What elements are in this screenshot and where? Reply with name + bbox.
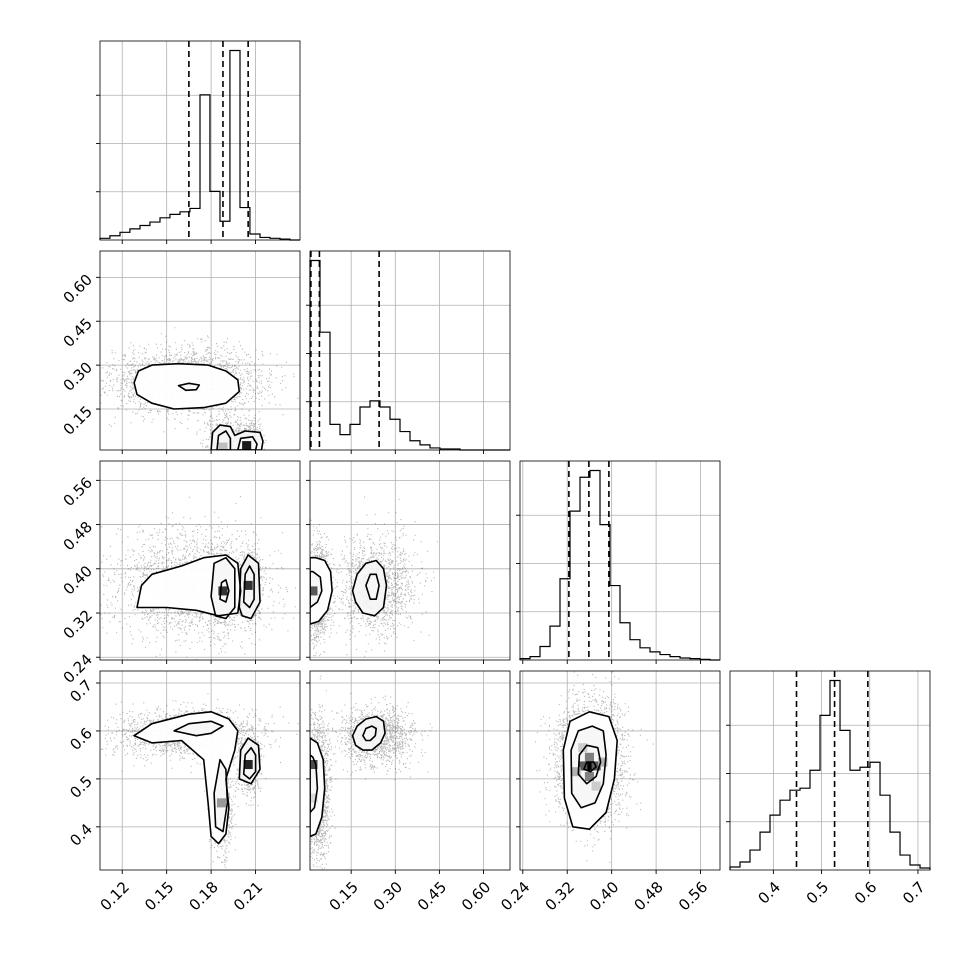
histogram-step [99, 49, 300, 241]
panel-frame [99, 40, 301, 241]
pair-contents [100, 693, 299, 868]
panel-frame [519, 670, 721, 871]
scatter-points [310, 496, 438, 657]
contour-line [237, 436, 258, 450]
contour-line [562, 711, 618, 830]
contour-fill [174, 721, 223, 736]
contour-line [362, 725, 377, 742]
contour-line [213, 758, 229, 833]
contour-line [216, 430, 232, 450]
pair-contents [100, 496, 296, 660]
density-cell [218, 586, 228, 596]
pair-panel-2-3: 0.24 0.32 0.40 0.48 0.56 [497, 670, 721, 914]
panel-frame [309, 670, 511, 871]
pair-panel-1-2 [306, 460, 511, 664]
density-cell [216, 798, 227, 808]
contour-line [242, 565, 255, 609]
density-cell [242, 441, 252, 450]
contour-line [136, 554, 242, 617]
contour-fill [134, 711, 238, 844]
density-cell [310, 793, 318, 803]
contour-line [219, 579, 230, 603]
contour-line [583, 761, 597, 773]
panel-frame [309, 460, 511, 661]
contour-line [177, 382, 201, 392]
contour-line [133, 362, 241, 410]
contour-line [133, 711, 239, 845]
contour-line [577, 744, 602, 785]
histogram-panel-1 [306, 250, 511, 454]
contour-line [210, 424, 264, 450]
density-cell [243, 580, 253, 590]
pair-contents [310, 496, 438, 657]
contour-line [238, 737, 261, 785]
density-cell [584, 761, 594, 771]
panel-frame [519, 460, 721, 661]
histogram-panel-2 [516, 460, 721, 664]
contour-line [351, 715, 386, 751]
histogram-step [309, 259, 510, 451]
contour-line [242, 746, 257, 780]
density-cell [578, 743, 588, 753]
density-cell [243, 759, 253, 770]
histogram-step [729, 679, 931, 870]
density-cell [571, 767, 581, 777]
density-cell [578, 761, 588, 771]
panel-frame [99, 460, 301, 661]
panel-frame [309, 250, 511, 451]
contour-line [210, 556, 236, 620]
contour-line [310, 570, 323, 609]
density-cell [584, 752, 594, 762]
pair-contents [535, 671, 654, 863]
density-cell [310, 759, 318, 770]
scatter-points [310, 675, 433, 870]
contour-line [365, 573, 380, 600]
density-cell [310, 586, 318, 596]
contour-fill [365, 574, 380, 600]
panel-frame [99, 670, 301, 871]
contour-line [351, 559, 388, 617]
density-cell [584, 771, 594, 782]
panel-frame [99, 250, 301, 451]
contour-line [310, 556, 333, 625]
pair-panel-0-1: 0.150.300.450.60 [60, 250, 301, 454]
pair-contents [100, 327, 299, 450]
density-cell [591, 781, 601, 791]
contour-line [570, 725, 607, 809]
panel-frame [729, 670, 931, 871]
contour-line [310, 737, 326, 838]
contour-line [310, 754, 319, 814]
density-cell [218, 442, 228, 450]
histogram-panel-0 [96, 40, 301, 244]
pair-contents [310, 675, 433, 870]
density-cell [598, 757, 608, 767]
histogram-step [519, 469, 720, 661]
contour-line [173, 720, 224, 737]
contour-line [238, 554, 261, 620]
